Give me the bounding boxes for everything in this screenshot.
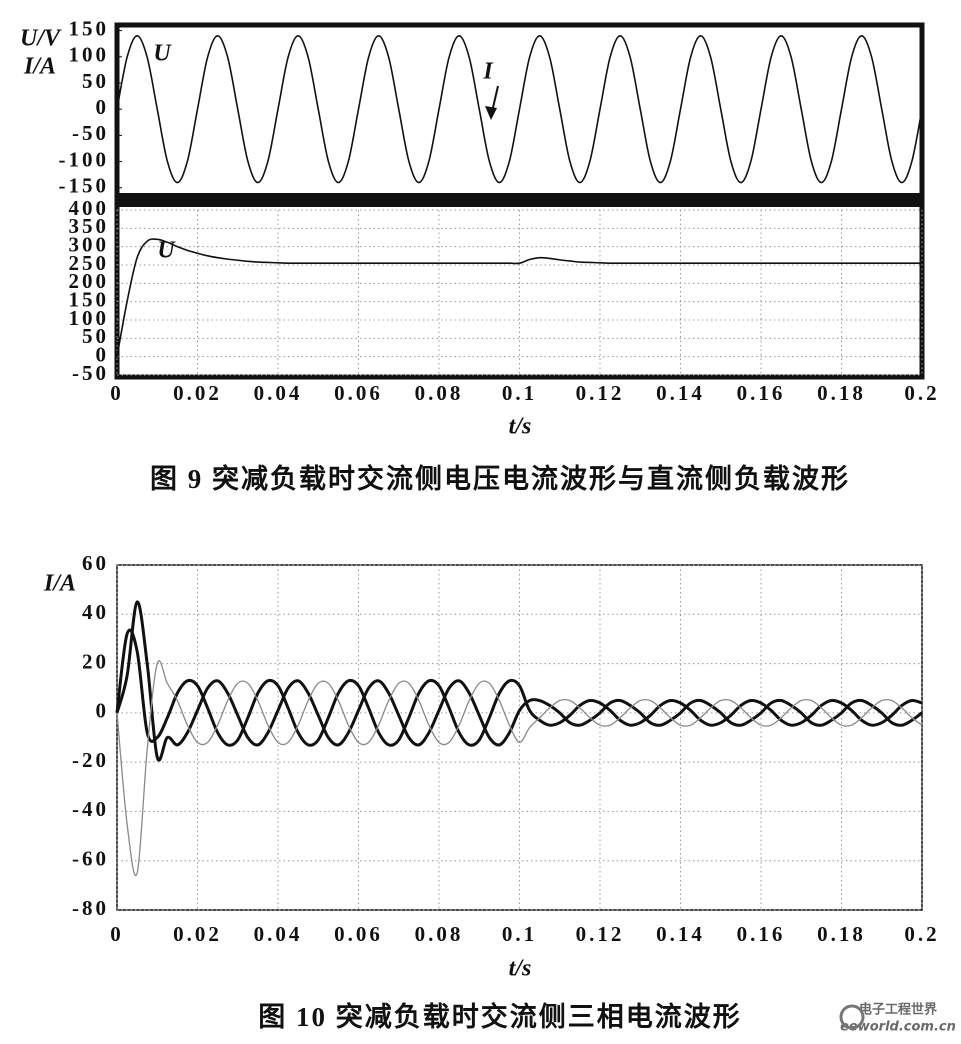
annotation: I <box>482 59 494 85</box>
x-tick-label: 0.02 <box>173 922 222 946</box>
x-tick-label: 0.16 <box>737 922 786 946</box>
x-tick-label: 0 <box>110 381 124 405</box>
y-axis-label: I/A <box>43 571 76 597</box>
plot-separator <box>117 193 922 207</box>
y-tick-label: 350 <box>69 214 110 238</box>
x-tick-label: 0.16 <box>737 381 786 405</box>
y-tick-label: -150 <box>59 174 110 198</box>
x-tick-label: 0.04 <box>254 922 303 946</box>
y-tick-label: 400 <box>69 196 110 220</box>
x-tick-label: 0.12 <box>576 381 625 405</box>
x-tick-label: 0.18 <box>817 922 866 946</box>
y-tick-label: 50 <box>82 324 109 348</box>
x-tick-label: 0 <box>110 922 124 946</box>
caption: 图 9 突减负载时交流侧电压电流波形与直流侧负载波形 <box>150 463 850 494</box>
annotation: U <box>157 238 176 264</box>
x-tick-label: 0.06 <box>334 381 383 405</box>
y-axis-label: U/V <box>20 26 62 52</box>
series-line <box>115 628 923 747</box>
series-line <box>116 35 923 184</box>
y-tick-label: 100 <box>69 43 110 67</box>
y-tick-label: 50 <box>82 69 109 93</box>
y-tick-label: -50 <box>72 121 109 145</box>
series-line <box>116 238 922 357</box>
x-tick-label: 0.1 <box>502 922 537 946</box>
x-tick-label: 0.18 <box>817 381 866 405</box>
x-tick-label: 0.12 <box>576 922 625 946</box>
x-tick-label: 0.2 <box>904 381 939 405</box>
x-tick-label: 0.08 <box>415 381 464 405</box>
y-tick-label: -80 <box>72 896 109 920</box>
y-tick-label: 200 <box>69 269 110 293</box>
annotation: U <box>153 41 172 67</box>
series-line <box>116 660 923 877</box>
x-tick-label: 0.2 <box>904 922 939 946</box>
x-tick-label: 0.14 <box>656 922 705 946</box>
series-line <box>115 600 923 762</box>
x-tick-label: 0.1 <box>502 381 537 405</box>
watermark-title: 电子工程世界 <box>859 1002 937 1018</box>
y-tick-label: -50 <box>72 361 109 385</box>
x-tick-label: 0.06 <box>334 922 383 946</box>
x-axis-label: t/s <box>509 956 532 982</box>
y-tick-label: 300 <box>69 232 110 256</box>
caption: 图 10 突减负载时交流侧三相电流波形 <box>258 1001 742 1032</box>
annotation-arrowhead <box>485 106 497 120</box>
x-tick-label: 0.14 <box>656 381 705 405</box>
y-tick-label: 150 <box>69 16 110 40</box>
y-axis-label: I/A <box>23 54 56 80</box>
y-tick-label: -60 <box>72 847 109 871</box>
y-tick-label: 60 <box>82 551 109 575</box>
y-tick-label: 0 <box>96 699 110 723</box>
x-tick-label: 0.04 <box>254 381 303 405</box>
y-tick-label: 40 <box>82 600 109 624</box>
y-tick-label: 250 <box>69 251 110 275</box>
x-tick-label: 0.02 <box>173 381 222 405</box>
y-tick-label: 150 <box>69 287 110 311</box>
y-tick-label: -20 <box>72 748 109 772</box>
y-tick-label: -40 <box>72 797 109 821</box>
y-tick-label: 0 <box>96 342 110 366</box>
watermark-logo <box>839 1004 865 1030</box>
x-axis-label: t/s <box>509 414 532 440</box>
y-tick-label: 0 <box>96 95 110 119</box>
x-tick-label: 0.08 <box>415 922 464 946</box>
y-tick-label: 100 <box>69 306 110 330</box>
y-tick-label: -100 <box>59 147 110 171</box>
y-tick-label: 20 <box>82 649 109 673</box>
watermark-url: eeworld.com.cn <box>840 1020 956 1035</box>
